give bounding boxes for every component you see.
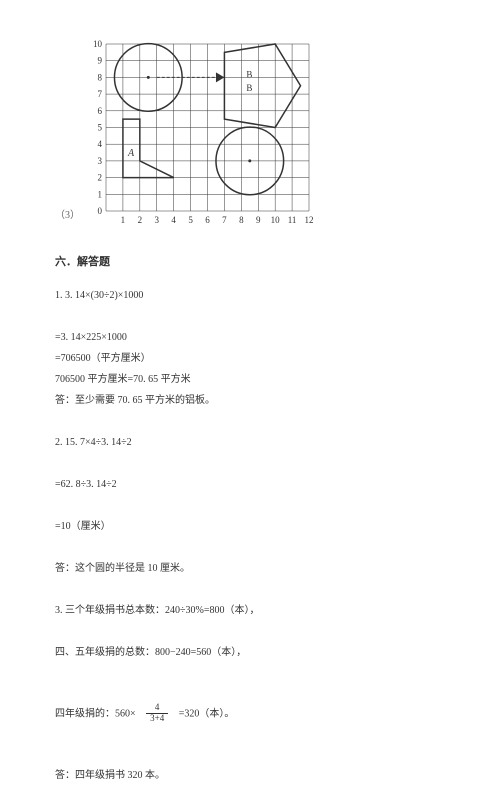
solution-line: =3. 14×225×1000 [55,329,445,347]
solution-line: 3. 三个年级捐书总本数：240÷30%=800（本）， [55,602,445,620]
frac-suffix: =320（本）。 [179,708,235,719]
solution-line: =62. 8÷3. 14÷2 [55,476,445,494]
svg-text:1: 1 [98,189,103,199]
geometry-grid: 123456789101112012345678910ABB [88,40,313,225]
svg-text:7: 7 [98,89,103,99]
svg-text:9: 9 [256,215,261,225]
solution-line: 答：至少需要 70. 65 平方米的铝板。 [55,392,445,410]
solution-line: =706500（平方厘米） [55,350,445,368]
svg-text:8: 8 [98,72,103,82]
frac-prefix: 四年级捐的：560× [55,708,136,719]
figure-3-section: （3） 123456789101112012345678910ABB [55,40,445,225]
figure-label: （3） [55,207,80,225]
svg-text:5: 5 [98,123,103,133]
solution-line: 1. 3. 14×(30÷2)×1000 [55,287,445,305]
solution-line: 答：四年级捐书 320 本。 [55,767,445,785]
svg-text:4: 4 [98,139,103,149]
svg-text:10: 10 [93,40,103,49]
svg-text:9: 9 [98,56,103,66]
svg-text:6: 6 [205,215,210,225]
solution-line: =10（厘米） [55,518,445,536]
svg-text:0: 0 [98,206,103,216]
svg-text:11: 11 [288,215,297,225]
svg-text:12: 12 [305,215,314,225]
svg-text:4: 4 [171,215,176,225]
svg-text:6: 6 [98,106,103,116]
svg-text:8: 8 [239,215,244,225]
svg-text:7: 7 [222,215,227,225]
fraction-numerator: 4 [146,703,168,714]
svg-text:B: B [246,83,252,93]
svg-text:2: 2 [98,173,103,183]
svg-text:3: 3 [155,215,160,225]
svg-text:5: 5 [188,215,193,225]
solution-line: 706500 平方厘米=70. 65 平方米 [55,371,445,389]
svg-text:10: 10 [271,215,281,225]
svg-text:1: 1 [121,215,126,225]
svg-text:3: 3 [98,156,103,166]
solution-line: 2. 15. 7×4÷3. 14÷2 [55,434,445,452]
svg-text:A: A [127,148,135,159]
fraction: 4 3+4 [146,703,168,724]
fraction-denominator: 3+4 [146,714,168,724]
svg-text:2: 2 [138,215,143,225]
section-title: 六．解答题 [55,253,445,273]
solution-line: 四、五年级捐的总数：800−240=560（本）， [55,644,445,662]
solution-line: 答：这个圆的半径是 10 厘米。 [55,560,445,578]
svg-text:B: B [246,69,252,79]
